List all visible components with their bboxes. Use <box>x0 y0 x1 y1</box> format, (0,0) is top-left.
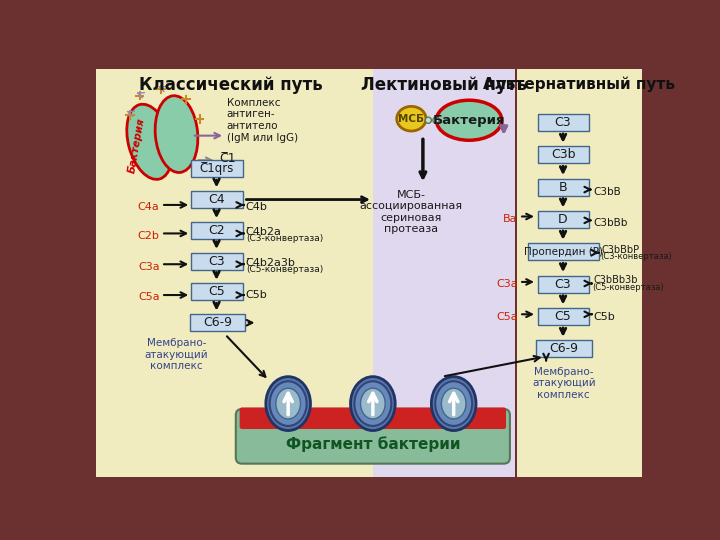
FancyBboxPatch shape <box>96 69 373 477</box>
Text: C3: C3 <box>554 278 572 291</box>
Text: C2: C2 <box>208 224 225 237</box>
Text: МСБ-
ассоциированная
сериновая
протеаза: МСБ- ассоциированная сериновая протеаза <box>360 190 463 234</box>
FancyBboxPatch shape <box>235 409 510 464</box>
Text: C5: C5 <box>208 286 225 299</box>
Text: C̅1: C̅1 <box>219 152 235 165</box>
Ellipse shape <box>266 377 310 430</box>
Text: C3: C3 <box>208 255 225 268</box>
Text: Бактерия: Бактерия <box>127 117 146 174</box>
Text: Классический путь: Классический путь <box>138 76 323 94</box>
Text: C4: C4 <box>208 193 225 206</box>
Text: Ba: Ba <box>503 214 518 224</box>
Ellipse shape <box>435 381 472 426</box>
FancyBboxPatch shape <box>538 146 589 164</box>
Text: C3: C3 <box>554 116 572 129</box>
Text: (C5-конвертаза): (C5-конвертаза) <box>246 265 323 274</box>
FancyBboxPatch shape <box>536 340 592 357</box>
FancyBboxPatch shape <box>538 211 589 228</box>
Ellipse shape <box>155 96 198 172</box>
Text: C3a: C3a <box>496 279 518 289</box>
Text: D: D <box>558 213 568 226</box>
FancyBboxPatch shape <box>538 276 589 293</box>
Ellipse shape <box>397 106 426 131</box>
Text: C6-9: C6-9 <box>203 316 232 329</box>
Text: Пропердин (P): Пропердин (P) <box>524 247 603 257</box>
Text: B: B <box>559 181 567 194</box>
FancyBboxPatch shape <box>189 314 245 331</box>
Ellipse shape <box>127 104 172 179</box>
Ellipse shape <box>361 388 385 419</box>
Text: Бактерия: Бактерия <box>433 114 505 127</box>
Text: C3bB: C3bB <box>594 187 621 197</box>
Ellipse shape <box>351 377 395 430</box>
FancyBboxPatch shape <box>191 284 243 300</box>
FancyBboxPatch shape <box>538 308 589 325</box>
Text: C5b: C5b <box>594 312 616 322</box>
Text: Комплекс
антиген-
антитело
(IgM или IgG): Комплекс антиген- антитело (IgM или IgG) <box>227 98 297 143</box>
Circle shape <box>426 117 431 123</box>
Ellipse shape <box>441 388 466 419</box>
Text: C3b: C3b <box>551 148 575 161</box>
Text: C2b: C2b <box>138 231 160 241</box>
Text: C3a: C3a <box>138 261 160 272</box>
Text: C3bBb: C3bBb <box>594 218 629 228</box>
Text: C̅1qrs: C̅1qrs <box>199 162 234 176</box>
Text: (C3-конвертаза): (C3-конвертаза) <box>600 252 672 261</box>
FancyBboxPatch shape <box>538 179 589 195</box>
Text: (C5-конвертаза): (C5-конвертаза) <box>593 283 664 292</box>
Text: Лектиновый путь: Лектиновый путь <box>361 76 527 94</box>
Ellipse shape <box>436 100 502 140</box>
FancyBboxPatch shape <box>240 408 506 429</box>
Text: C3bBbP: C3bBbP <box>601 245 639 254</box>
Text: Мембрано-
атакующий
комплекс: Мембрано- атакующий комплекс <box>145 338 208 372</box>
Ellipse shape <box>276 388 300 419</box>
FancyBboxPatch shape <box>191 222 243 239</box>
Text: Мембрано-
атакующий
комплекс: Мембрано- атакующий комплекс <box>532 367 595 400</box>
Circle shape <box>433 117 439 123</box>
Text: C̅4b2a: C̅4b2a <box>246 227 282 237</box>
Text: C3bBb3b: C3bBb3b <box>594 275 639 286</box>
Text: C6-9: C6-9 <box>549 342 578 355</box>
Ellipse shape <box>270 381 307 426</box>
Ellipse shape <box>354 381 392 426</box>
Text: Альтернативный путь: Альтернативный путь <box>483 76 675 92</box>
FancyBboxPatch shape <box>191 191 243 208</box>
Text: МСБ: МСБ <box>398 114 424 124</box>
FancyBboxPatch shape <box>538 114 589 131</box>
Text: C5a: C5a <box>138 292 160 302</box>
FancyBboxPatch shape <box>517 69 642 477</box>
Text: C5: C5 <box>554 310 572 323</box>
Text: C5b: C5b <box>246 290 268 300</box>
FancyBboxPatch shape <box>191 253 243 269</box>
Text: Фрагмент бактерии: Фрагмент бактерии <box>286 436 460 451</box>
Ellipse shape <box>431 377 476 430</box>
Text: C4b: C4b <box>246 202 268 212</box>
Text: (C3-конвертаза): (C3-конвертаза) <box>246 234 323 244</box>
FancyBboxPatch shape <box>373 69 516 477</box>
Text: C5a: C5a <box>496 312 518 322</box>
FancyBboxPatch shape <box>191 160 243 177</box>
FancyBboxPatch shape <box>528 244 599 260</box>
Text: C̅4b2a3b: C̅4b2a3b <box>246 258 296 268</box>
Text: C4a: C4a <box>138 202 160 212</box>
